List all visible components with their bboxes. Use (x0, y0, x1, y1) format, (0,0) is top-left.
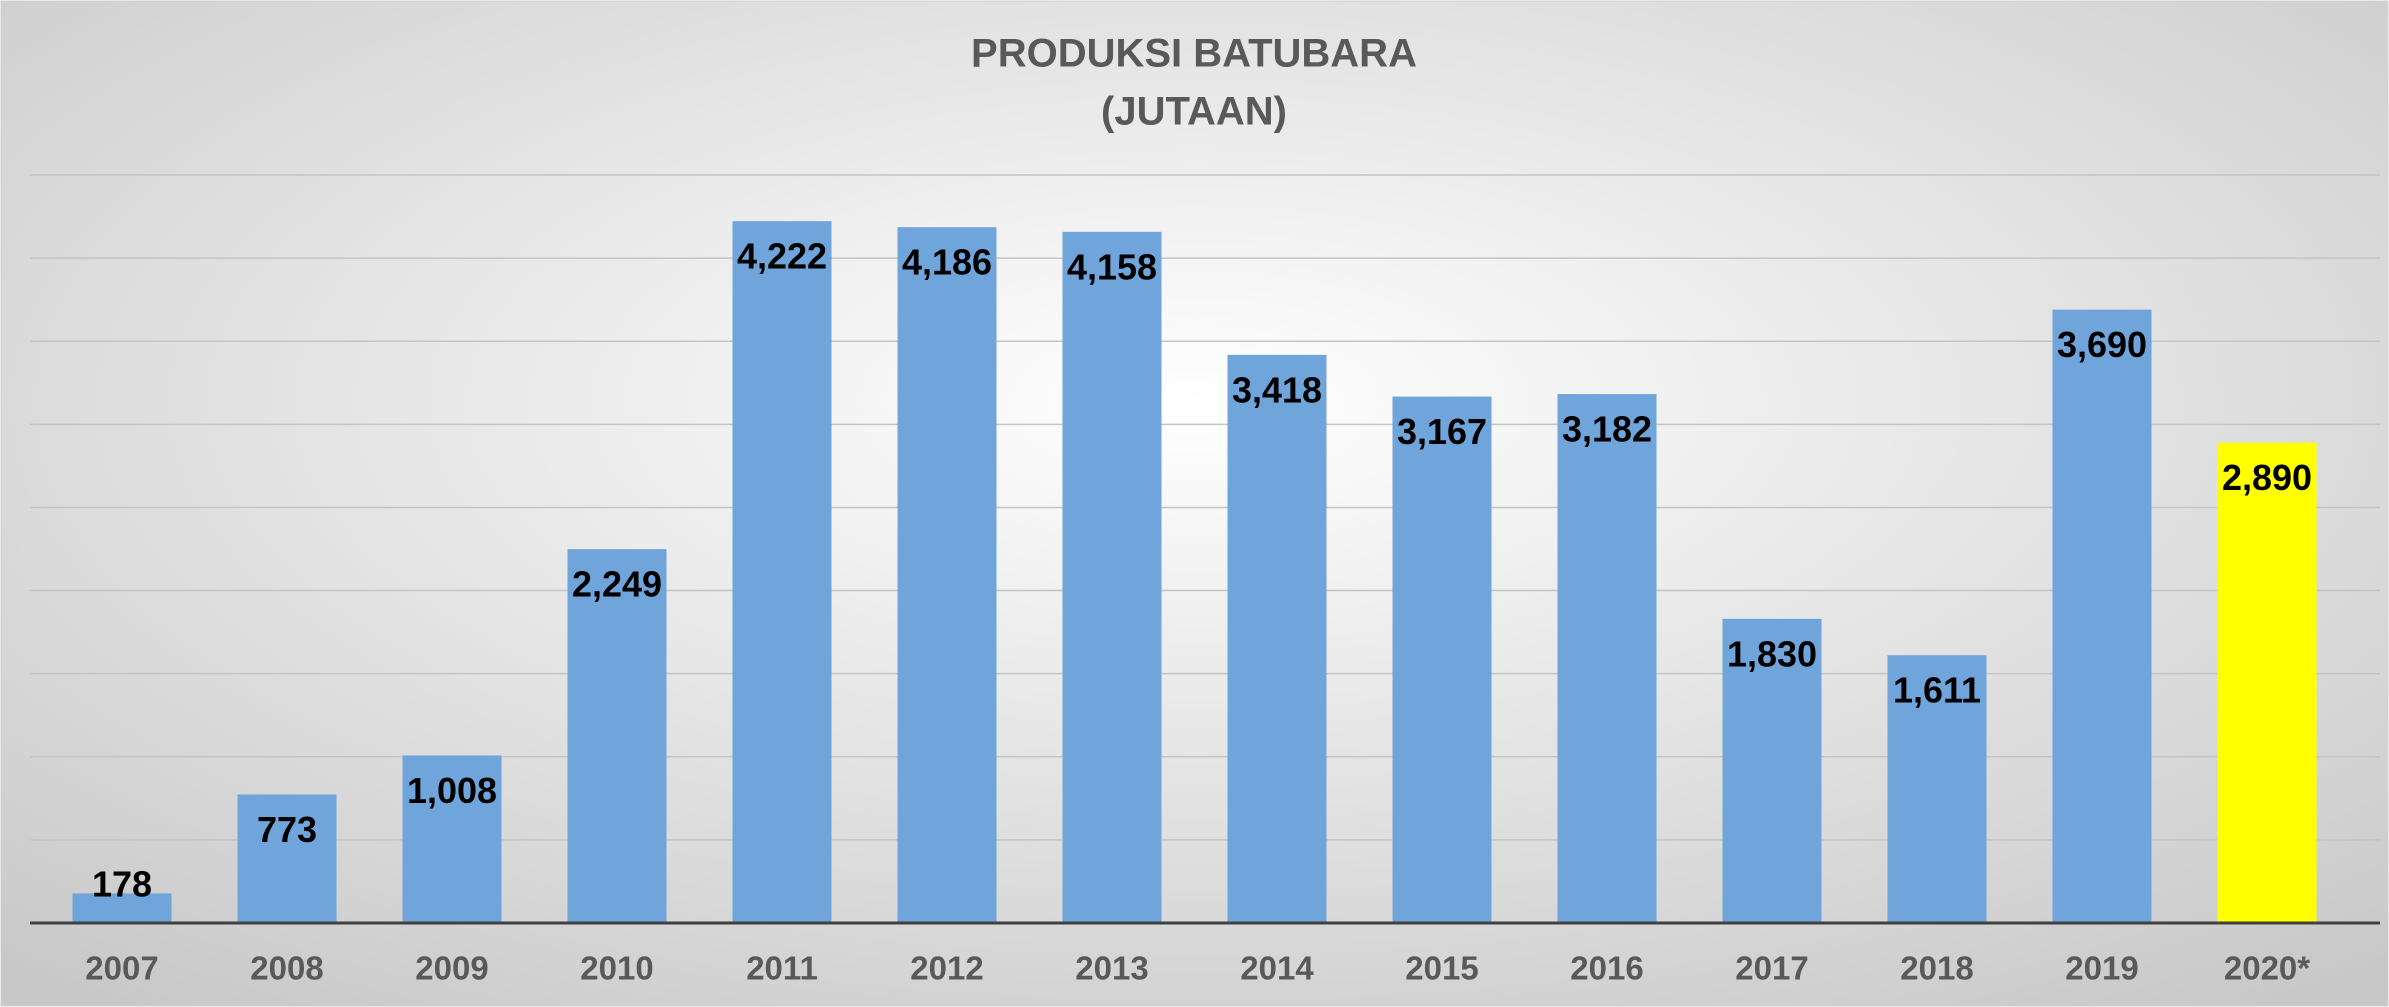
data-label: 3,690 (2057, 324, 2147, 365)
data-label: 1,830 (1727, 633, 1817, 674)
x-tick-label: 2016 (1570, 950, 1643, 987)
bar (72, 893, 172, 923)
bar (1557, 394, 1657, 923)
bar (237, 794, 337, 923)
chart-subtitle: (JUTAAN) (1101, 90, 1287, 134)
data-label: 1,008 (407, 770, 497, 811)
bar (2217, 442, 2317, 923)
x-tick-label: 2015 (1405, 950, 1478, 987)
bar (1392, 396, 1492, 923)
data-label: 3,167 (1397, 411, 1487, 452)
bar (1062, 231, 1162, 923)
bar (1722, 618, 1822, 923)
x-tick-label: 2013 (1075, 950, 1148, 987)
data-label: 4,222 (737, 236, 827, 277)
chart-title: PRODUKSI BATUBARA (971, 32, 1417, 76)
x-tick-label: 2020* (2224, 950, 2310, 987)
bar (2052, 309, 2152, 923)
x-tick-label: 2014 (1240, 950, 1314, 987)
bar (897, 227, 997, 923)
data-label: 2,249 (572, 564, 662, 605)
data-label: 3,418 (1232, 369, 1322, 410)
data-label: 2,890 (2222, 457, 2312, 498)
x-tick-label: 2010 (580, 950, 653, 987)
x-tick-label: 2007 (85, 950, 158, 987)
x-tick-label: 2012 (910, 950, 983, 987)
bar (1887, 655, 1987, 923)
x-tick-label: 2018 (1900, 950, 1973, 987)
data-label: 3,182 (1562, 409, 1652, 450)
bar (402, 755, 502, 923)
x-tick-label: 2017 (1735, 950, 1808, 987)
x-tick-label: 2011 (746, 950, 818, 987)
bar (567, 549, 667, 923)
x-tick-label: 2008 (250, 950, 323, 987)
x-tick-label: 2009 (415, 950, 488, 987)
data-label: 1,611 (1893, 670, 1981, 711)
x-tick-label: 2019 (2065, 950, 2138, 987)
data-label: 4,186 (902, 242, 992, 283)
data-label: 178 (92, 864, 152, 905)
data-label: 773 (257, 809, 317, 850)
bar (1227, 354, 1327, 924)
bar (732, 221, 832, 923)
data-label: 4,158 (1067, 246, 1157, 287)
